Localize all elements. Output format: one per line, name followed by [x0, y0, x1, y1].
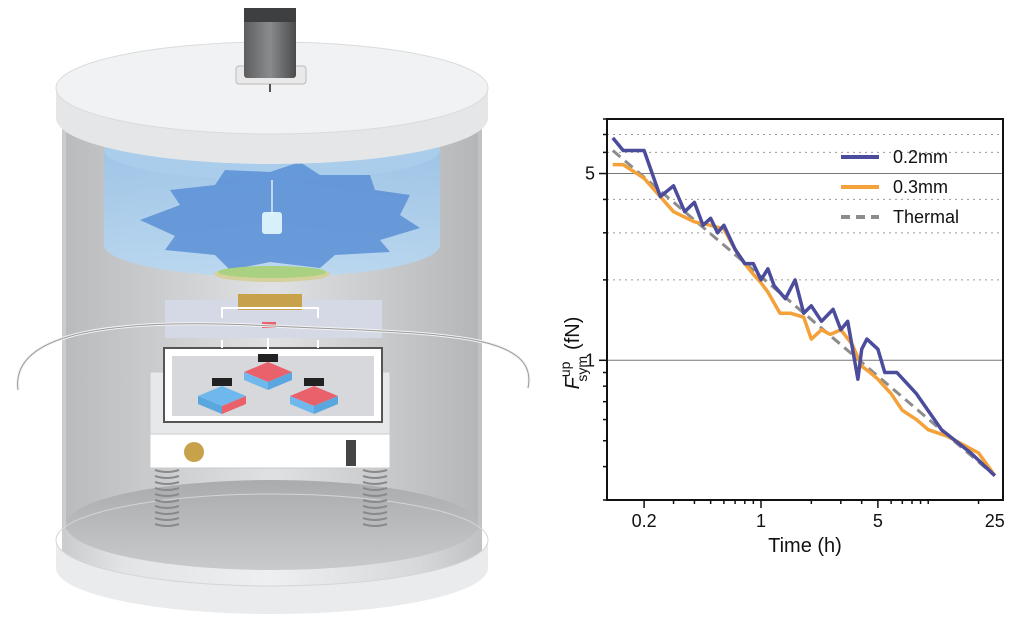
- motor: [235, 8, 307, 92]
- svg-text:Fupsym(fN): Fupsym (fN): [557, 317, 590, 390]
- y-axis-title: Fupsym (fN): [557, 317, 590, 390]
- sensor-platform: [165, 294, 382, 338]
- legend-label: 0.2mm: [893, 147, 948, 167]
- y-axis-unit: (fN): [562, 317, 584, 350]
- legend-label: Thermal: [893, 207, 959, 227]
- chamber-lid: [55, 41, 489, 164]
- magnet-array: [149, 338, 391, 435]
- y-tick-label: 1: [585, 350, 595, 370]
- series-line-thermal: [611, 149, 996, 477]
- lower-stage: [149, 433, 391, 469]
- x-tick-label: 5: [873, 511, 883, 531]
- y-tick-label: 5: [585, 164, 595, 184]
- y-axis-superscript: up: [557, 361, 573, 377]
- y-axis-subscript: sym: [574, 356, 590, 382]
- apparatus-illustration: [16, 8, 531, 614]
- series-line-0-2mm: [611, 136, 997, 477]
- x-tick-label: 25: [985, 511, 1005, 531]
- y-axis-symbol: F: [562, 375, 584, 389]
- x-tick-label: 1: [756, 511, 766, 531]
- plot-frame: [606, 118, 1004, 501]
- x-axis-title: Time (h): [768, 535, 842, 557]
- legend: 0.2mm 0.3mm Thermal: [841, 147, 959, 227]
- x-ticks: 0.2 1 5 25: [632, 500, 1005, 531]
- grid: [607, 133, 1003, 361]
- spring-suspension: [154, 469, 388, 527]
- legend-label: 0.3mm: [893, 177, 948, 197]
- series-line-0-3mm: [612, 162, 997, 477]
- x-tick-label: 0.2: [632, 511, 657, 531]
- y-ticks: 15: [585, 118, 607, 501]
- series-lines: [611, 136, 997, 477]
